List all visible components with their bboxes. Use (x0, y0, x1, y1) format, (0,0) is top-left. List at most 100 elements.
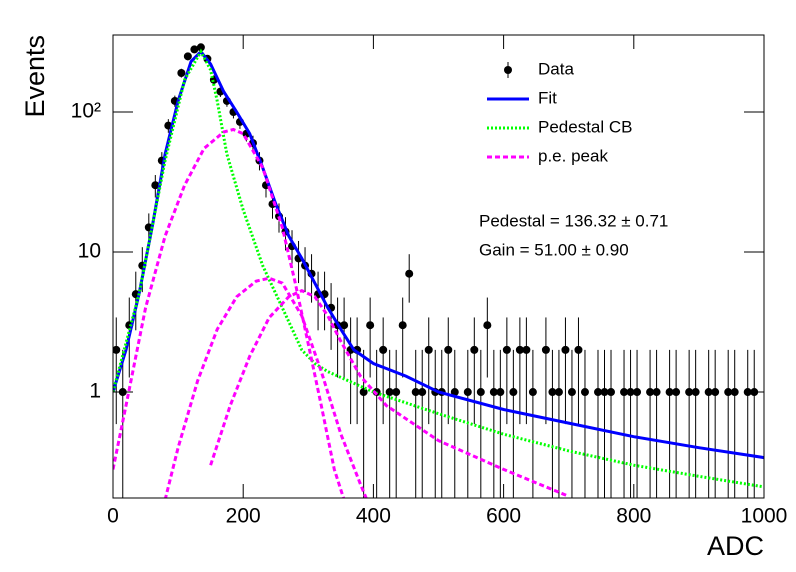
marker (366, 321, 375, 330)
legend-label: Fit (538, 88, 557, 107)
x-tick-label: 0 (107, 505, 119, 528)
curve (113, 127, 346, 498)
marker (450, 388, 459, 397)
marker (515, 345, 524, 354)
frame (112, 34, 765, 499)
data-point (190, 45, 199, 54)
marker (730, 388, 739, 397)
marker (405, 269, 414, 278)
data-point (489, 349, 498, 498)
marker (483, 321, 492, 330)
marker (379, 345, 388, 354)
data-point (541, 317, 550, 425)
data-point (392, 349, 401, 498)
marker (418, 388, 427, 397)
marker (385, 388, 394, 397)
data-point (704, 349, 713, 498)
marker (620, 388, 629, 397)
x-tick-label: 400 (356, 505, 391, 528)
marker (340, 321, 349, 330)
marker (691, 388, 700, 397)
data-point (398, 297, 407, 378)
data-point (580, 349, 589, 498)
marker (528, 388, 537, 397)
data-point (554, 349, 563, 498)
data-point (600, 349, 609, 498)
data-point (411, 349, 420, 498)
marker (600, 388, 609, 397)
marker (476, 388, 485, 397)
marker (177, 69, 186, 78)
marker (561, 345, 570, 354)
marker (711, 388, 720, 397)
marker (548, 388, 557, 397)
curve (209, 288, 570, 498)
y-tick-label: 10 (78, 240, 101, 263)
data-point (476, 349, 485, 498)
marker (646, 388, 655, 397)
marker (359, 388, 368, 397)
data-point (509, 349, 518, 498)
marker (607, 388, 616, 397)
data-point (711, 349, 720, 498)
marker (633, 388, 642, 397)
x-tick-label: 600 (486, 505, 521, 528)
data-point (574, 317, 583, 425)
annotation: Pedestal = 136.32 ± 0.71 (479, 211, 668, 230)
data-point (405, 254, 414, 303)
curve (113, 49, 764, 460)
data-point (561, 317, 570, 425)
data-point (626, 349, 635, 498)
marker (626, 388, 635, 397)
marker (196, 43, 205, 52)
marker (424, 345, 433, 354)
marker (444, 345, 453, 354)
marker (489, 388, 498, 397)
data-point (196, 43, 205, 52)
legend: Data Fit Pedestal CB p.e. peak (487, 59, 633, 165)
marker (190, 45, 199, 54)
marker (151, 181, 160, 190)
data-point (340, 297, 349, 378)
data-point (607, 349, 616, 498)
curve (164, 276, 368, 498)
data-point (463, 349, 472, 498)
data-point (633, 349, 642, 498)
x-axis-label: ADC (707, 531, 764, 561)
data-point (685, 349, 694, 498)
marker (574, 345, 583, 354)
plot-area (113, 43, 764, 498)
marker (496, 388, 505, 397)
data-point (730, 349, 739, 498)
marker (463, 388, 472, 397)
marker (183, 52, 192, 61)
data-point (548, 349, 557, 498)
data-point (418, 349, 427, 498)
data-point (450, 349, 459, 498)
marker (672, 388, 681, 397)
marker (522, 345, 531, 354)
data-point (496, 349, 505, 498)
marker (580, 388, 589, 397)
marker (652, 388, 661, 397)
data-point (385, 349, 394, 498)
y-tick-label: 10² (71, 100, 101, 123)
data-point (515, 317, 524, 425)
data-point (483, 297, 492, 378)
data-point (567, 349, 576, 498)
legend-label: p.e. peak (538, 146, 608, 165)
marker (554, 388, 563, 397)
axes: 0 200 400 600 800 1000 1 10 10² (71, 35, 787, 528)
data-point (652, 349, 661, 498)
data-point (522, 317, 531, 425)
data-point (691, 349, 700, 498)
marker (392, 388, 401, 397)
x-tick-label: 200 (226, 505, 261, 528)
data-point (183, 52, 192, 61)
marker (411, 388, 420, 397)
x-tick-label: 800 (616, 505, 651, 528)
marker (509, 388, 518, 397)
data-point (366, 297, 375, 378)
